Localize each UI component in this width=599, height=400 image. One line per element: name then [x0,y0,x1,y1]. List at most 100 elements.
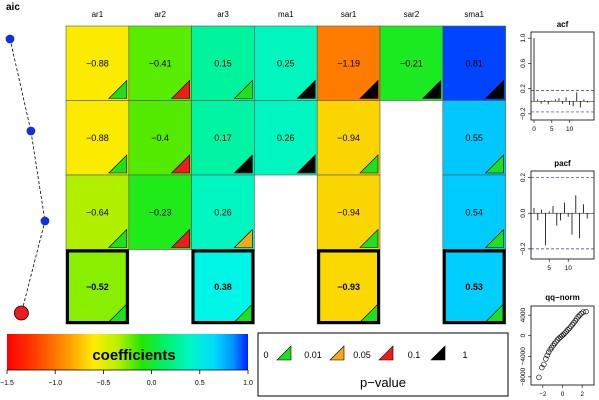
cell-fill [442,100,506,176]
pvalue-legend: 0 0.01 0.05 0.1 1 p−value [257,332,509,397]
pvalue-legend-label: 0.1 [408,350,421,360]
heatmap-cell: 0.17 [191,100,255,176]
heatmap-cell: −0.4 [128,100,192,176]
aic-panel: aic [5,2,50,321]
selected-model-outline [191,249,255,324]
x-tick-label: 5 [550,126,554,133]
qq-point [569,321,576,328]
heatmap-cell: −0.88 [65,25,130,101]
x-tick-label: 10 [566,126,574,133]
heatmap-cell: 0.26 [254,100,318,176]
pvalue-legend-title: p−value [360,375,406,390]
heatmap-cell: −0.52 [65,249,130,325]
pvalue-marker [484,154,504,174]
cell-fill [442,174,506,250]
aic-point [40,216,50,226]
qq-point [563,328,570,335]
x-tick-label: 0 [561,391,565,398]
heatmap-cell: −1.19 [316,25,381,101]
y-tick-label: 0.6 [520,58,527,67]
qq-point [565,327,571,333]
pvalue-marker [422,79,442,99]
qq-point [553,338,559,345]
qq-point [543,356,549,362]
selected-model-outline [317,249,381,324]
cell-value-label: 0.15 [214,58,232,68]
pvalue-marker [108,228,128,248]
x-tick-label: 10 [565,265,573,272]
pvalue-legend-label: 0.05 [353,350,371,360]
qq-point [568,323,574,330]
column-labels: ar1 ar2 ar3 ma1 sar1 sar2 sma1 [92,10,485,19]
cell-value-label: 0.54 [465,207,483,217]
qq-point [580,309,586,315]
cell-value-label: −0.52 [86,282,109,292]
qq-point [546,349,552,355]
qq-point [559,333,565,339]
y-tick-label: 0.2 [520,84,527,93]
pvalue-marker [233,154,253,174]
heatmap-cell: 0.55 [442,100,506,176]
qq-point [544,352,550,358]
aic-point [5,34,15,44]
pvalue-legend-swatch [329,345,345,361]
heatmap-cell: 0.38 [191,249,255,325]
qq-point [557,334,564,340]
colorbar-gradient [7,334,248,370]
cell-fill [191,100,255,176]
qq-point [539,364,545,371]
pvalue-legend-swatch [378,345,394,361]
pvalue-marker [108,79,128,99]
aic-point [26,126,36,136]
heatmap-cell: 0.54 [442,174,506,250]
cell-fill [316,100,381,176]
y-tick-label: −0.2 [520,242,527,255]
x-tick-label: 5 [547,265,551,272]
column-label-ma1: ma1 [278,10,294,19]
qq-point [576,312,583,318]
cell-value-label: 0.38 [214,282,232,292]
cell-fill [442,25,506,101]
cell-value-label: 0.55 [465,133,483,143]
heatmap-cell: −0.64 [65,174,130,250]
y-tick-label: 1.0 [520,33,527,42]
y-tick-label: −8000 [520,367,527,386]
colorbar-tick-label: 1.0 [243,380,253,387]
pvalue-legend-label: 1 [462,350,467,360]
qq-point [583,308,589,315]
aic-connector-line [9,38,46,314]
column-label-ar3: ar3 [217,10,229,19]
cell-fill [254,25,318,101]
colorbar-tick-label: −1.0 [48,380,62,387]
y-tick-label: 0.0 [520,208,527,217]
x-tick-label: 2 [580,391,584,398]
heatmap-cell: −0.41 [128,25,192,101]
coefficient-heatmap: ar1 ar2 ar3 ma1 sar1 sar2 sma1 −0.88 −0.41 0.15 0… [65,10,506,325]
pvalue-marker [484,79,504,99]
colorbar-tick-label: −0.5 [96,380,110,387]
side-plot-qq-norm: qq−norm 4000 0 −4000−8000 −2 0 2 [520,293,595,398]
pvalue-marker [108,154,128,174]
cell-fill [191,249,255,325]
cell-value-label: −0.41 [149,58,172,68]
colorbar-title: coefficients [92,347,175,364]
cell-value-label: 0.25 [277,58,295,68]
qq-point [536,374,542,381]
heatmap-cell: 0.81 [442,25,506,101]
pvalue-marker [359,79,379,99]
cell-value-label: −0.23 [149,207,172,217]
heatmap-cell: 0.25 [254,25,318,101]
side-plot-acf: acf 1.0 0.6 0.2 −0.2 0 5 10 [520,20,595,133]
heatmap-cell: 0.15 [191,25,255,101]
cell-value-label: −0.88 [86,58,109,68]
side-plot-pacf: pacf 0.2 0.0 −0.2 5 10 [520,159,595,272]
side-plot-title: pacf [554,159,571,168]
colorbar-tick-label: 0.5 [195,380,205,387]
cell-fill [316,249,381,325]
side-plot-title: qq−norm [545,293,579,302]
cell-value-label: −0.21 [400,58,423,68]
cell-fill [191,174,255,250]
cell-fill [128,174,192,250]
qq-point [554,337,561,343]
cell-value-label: −0.88 [86,133,109,143]
